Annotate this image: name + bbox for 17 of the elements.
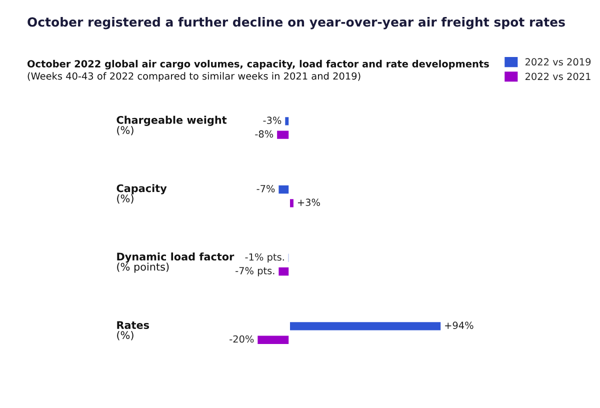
data-label: +94%: [445, 322, 474, 330]
y-tick-label: Chargeable weight (%): [116, 116, 227, 136]
data-label: +3%: [298, 198, 320, 206]
y-tick-label: Rates (%): [117, 321, 150, 340]
legend-label: 2022 vs 2021: [525, 72, 590, 80]
data-label: -7%: [256, 184, 275, 192]
chart-subtitle: October 2022 global air cargo volumes, capacity, load factor and rate developments: [27, 60, 489, 70]
data-label: -1% pts.: [245, 253, 284, 263]
data-label: -3%: [263, 116, 282, 124]
y-tick-label: Dynamic load factor (% points): [117, 252, 234, 273]
y-tick-label: Capacity (%): [116, 184, 167, 204]
text: (Weeks 40-43 of 2022 compared to similar weeks in 2021 and 2019): [28, 72, 360, 82]
data-label: -20%: [230, 335, 254, 343]
chart-title: October registered a further decline on year-over-year air freight spot rates: [28, 17, 565, 30]
legend-label: 2022 vs 2019: [525, 58, 591, 66]
data-label: -7% pts.: [236, 266, 274, 276]
data-label: -8%: [255, 130, 274, 138]
